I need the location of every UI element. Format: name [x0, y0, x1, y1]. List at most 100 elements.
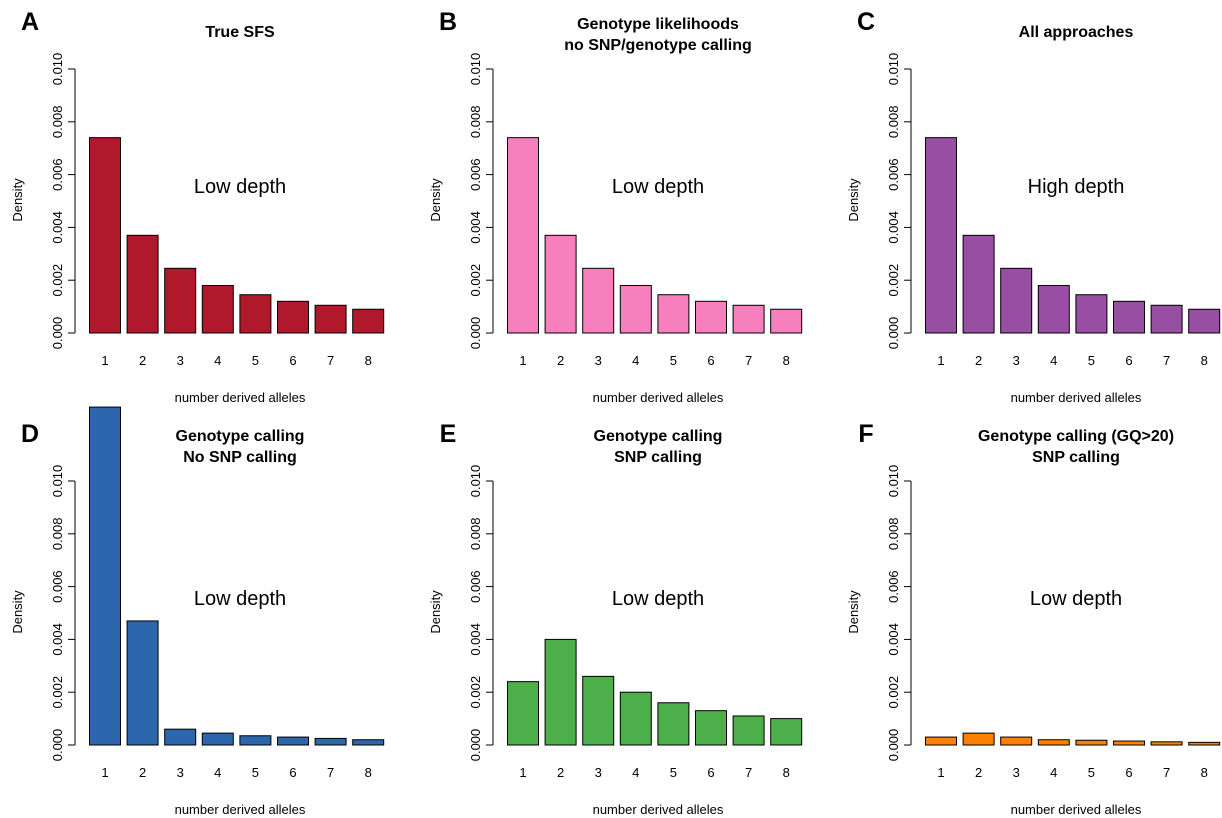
y-tick-label: 0.010 [468, 465, 483, 498]
y-tick-label: 0.008 [50, 518, 65, 551]
x-tick-label: 2 [139, 353, 146, 368]
x-tick-label: 4 [632, 353, 639, 368]
x-tick-label: 1 [937, 765, 944, 780]
bar [962, 732, 995, 746]
bar [239, 294, 272, 334]
panel-title: Genotype calling [176, 428, 305, 445]
x-tick-label: 8 [1201, 353, 1208, 368]
y-tick-label: 0.006 [50, 158, 65, 191]
y-tick-label: 0.010 [50, 53, 65, 86]
panel: E Genotype calling SNP calling Low depth 0.0… [428, 420, 803, 817]
y-tick-label: 0.000 [468, 317, 483, 350]
bar [732, 304, 765, 334]
x-tick-label: 4 [1050, 353, 1057, 368]
x-tick-label: 7 [745, 353, 752, 368]
bar [619, 691, 652, 746]
panel-letter: A [21, 8, 39, 36]
bar [732, 715, 765, 746]
bar [657, 702, 690, 746]
y-tick-label: 0.004 [886, 623, 901, 656]
bar [1037, 739, 1070, 746]
bar [314, 737, 347, 746]
x-tick-label: 3 [177, 765, 184, 780]
x-tick-label: 7 [327, 765, 334, 780]
bar [277, 300, 309, 334]
y-axis-label: Density [846, 590, 861, 634]
bar [1000, 267, 1033, 334]
x-axis-label: number derived alleles [1011, 802, 1142, 817]
y-tick-label: 0.004 [468, 623, 483, 656]
panel-title: no SNP/genotype calling [564, 37, 752, 54]
y-tick-label: 0.002 [886, 676, 901, 709]
x-tick-label: 7 [1163, 765, 1170, 780]
x-tick-label: 2 [139, 765, 146, 780]
bar [201, 732, 234, 746]
panel-letter: E [440, 420, 457, 448]
x-tick-label: 8 [1201, 765, 1208, 780]
panel-title: All approaches [1019, 24, 1134, 41]
x-tick-label: 2 [975, 765, 982, 780]
x-tick-label: 7 [1163, 353, 1170, 368]
y-tick-label: 0.008 [886, 106, 901, 139]
panel-title: Genotype calling [594, 428, 723, 445]
x-tick-label: 6 [707, 765, 714, 780]
bar [1188, 308, 1221, 334]
x-tick-label: 3 [1013, 765, 1020, 780]
x-tick-label: 1 [101, 765, 108, 780]
bar [1075, 739, 1108, 746]
bar [1037, 284, 1070, 334]
x-tick-label: 1 [519, 765, 526, 780]
bar [925, 137, 957, 334]
bar [695, 300, 727, 334]
panel-title: Genotype calling (GQ>20) [978, 428, 1174, 445]
x-tick-label: 3 [595, 353, 602, 368]
x-axis-label: number derived alleles [593, 802, 724, 817]
panel: D Genotype calling No SNP calling Low depth… [10, 406, 385, 817]
annotation: Low depth [612, 588, 704, 610]
x-tick-label: 6 [1125, 353, 1132, 368]
y-axis-label: Density [428, 590, 443, 634]
panel-letter: F [858, 420, 873, 448]
y-tick-label: 0.004 [468, 211, 483, 244]
bar [544, 234, 577, 334]
bar [1150, 304, 1183, 334]
x-tick-label: 6 [1125, 765, 1132, 780]
bar [164, 728, 197, 746]
y-tick-label: 0.000 [468, 729, 483, 762]
y-tick-label: 0.006 [50, 570, 65, 603]
panel: C All approaches High depth 0.000 0.002 0.004… [846, 8, 1221, 405]
x-tick-label: 4 [214, 765, 221, 780]
y-tick-label: 0.008 [886, 518, 901, 551]
y-tick-label: 0.006 [886, 158, 901, 191]
bar [1150, 741, 1183, 746]
x-axis-label: number derived alleles [175, 390, 306, 405]
panel-title: SNP calling [614, 449, 702, 466]
y-tick-label: 0.000 [886, 317, 901, 350]
y-tick-label: 0.002 [50, 676, 65, 709]
annotation: High depth [1028, 176, 1125, 198]
x-tick-label: 6 [289, 353, 296, 368]
bar [126, 620, 159, 746]
annotation: Low depth [612, 176, 704, 198]
y-axis-label: Density [10, 590, 25, 634]
bar [352, 308, 385, 334]
y-tick-label: 0.008 [468, 518, 483, 551]
bar [619, 284, 652, 334]
bar [582, 267, 615, 334]
y-tick-label: 0.006 [468, 158, 483, 191]
x-tick-label: 5 [670, 353, 677, 368]
y-tick-label: 0.010 [468, 53, 483, 86]
x-tick-label: 5 [1088, 765, 1095, 780]
x-tick-label: 1 [937, 353, 944, 368]
panel: B Genotype likelihoods no SNP/genotype cal… [428, 8, 803, 405]
x-tick-label: 2 [557, 353, 564, 368]
panel-letter: C [857, 8, 875, 36]
y-tick-label: 0.000 [50, 729, 65, 762]
x-axis-label: number derived alleles [1011, 390, 1142, 405]
x-tick-label: 6 [289, 765, 296, 780]
bar [89, 406, 121, 746]
bar [770, 718, 803, 746]
panel-letter: D [21, 420, 39, 448]
bar [201, 284, 234, 334]
